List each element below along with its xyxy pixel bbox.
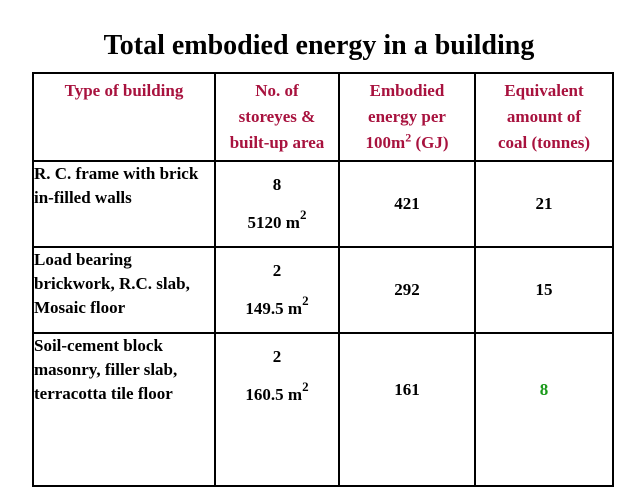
storeys-area-cell: 2 149.5 m2	[214, 246, 340, 334]
header-type-label: Type of building	[64, 81, 184, 100]
header-equivalent-coal: Equivalent amount of coal (tonnes)	[474, 72, 614, 162]
table-row: Load bearing brickwork, R.C. slab, Mosai…	[32, 246, 614, 334]
page-title: Total embodied energy in a building	[103, 30, 535, 61]
energy-cell: 292	[338, 246, 476, 334]
building-type-cell: Load bearing brickwork, R.C. slab, Mosai…	[32, 246, 216, 334]
header-energy-base: 100m	[365, 133, 406, 152]
area-value: 5120 m	[247, 213, 300, 232]
embodied-energy-table: Type of building No. of storeyes & built…	[32, 72, 614, 487]
header-energy-line2: energy per	[368, 107, 446, 126]
header-coal-line2: amount of	[506, 107, 582, 126]
coal-cell: 21	[474, 160, 614, 248]
header-storeys-line1: No. of	[255, 81, 299, 100]
header-type-of-building: Type of building	[32, 72, 216, 162]
header-coal-line3: coal (tonnes)	[497, 133, 591, 152]
storeys-area-cell: 2 160.5 m2	[214, 332, 340, 487]
area-sup: 2	[299, 207, 307, 223]
header-storeys-line3: built-up area	[229, 133, 325, 152]
storeys-value: 8	[272, 175, 282, 194]
area-value: 149.5 m	[245, 299, 303, 318]
area-sup: 2	[302, 379, 309, 395]
building-type-cell: R. C. frame with brick in-filled walls	[32, 160, 216, 248]
header-storeys-line2: storeyes &	[238, 107, 316, 126]
header-energy-line1: Embodied	[369, 81, 445, 100]
header-energy-unit: (GJ)	[411, 133, 449, 152]
area-sup: 2	[302, 293, 309, 309]
building-type-cell: Soil-cement block masonry, filler slab, …	[32, 332, 216, 487]
energy-cell: 161	[338, 332, 476, 487]
table-header-row: Type of building No. of storeyes & built…	[32, 72, 614, 162]
storeys-value: 2	[272, 261, 282, 280]
header-coal-line1: Equivalent	[504, 81, 584, 100]
header-storeys-area: No. of storeyes & built-up area	[214, 72, 340, 162]
header-energy-sup: 2	[405, 130, 412, 145]
energy-cell: 421	[338, 160, 476, 248]
header-embodied-energy: Embodied energy per 100m2 (GJ)	[338, 72, 476, 162]
coal-cell-highlighted: 8	[474, 332, 614, 487]
area-value: 160.5 m	[245, 385, 303, 404]
storeys-area-cell: 8 5120 m2	[214, 160, 340, 248]
table-row: Soil-cement block masonry, filler slab, …	[32, 332, 614, 487]
coal-cell: 15	[474, 246, 614, 334]
storeys-value: 2	[272, 347, 282, 366]
table-row: R. C. frame with brick in-filled walls 8…	[32, 160, 614, 248]
